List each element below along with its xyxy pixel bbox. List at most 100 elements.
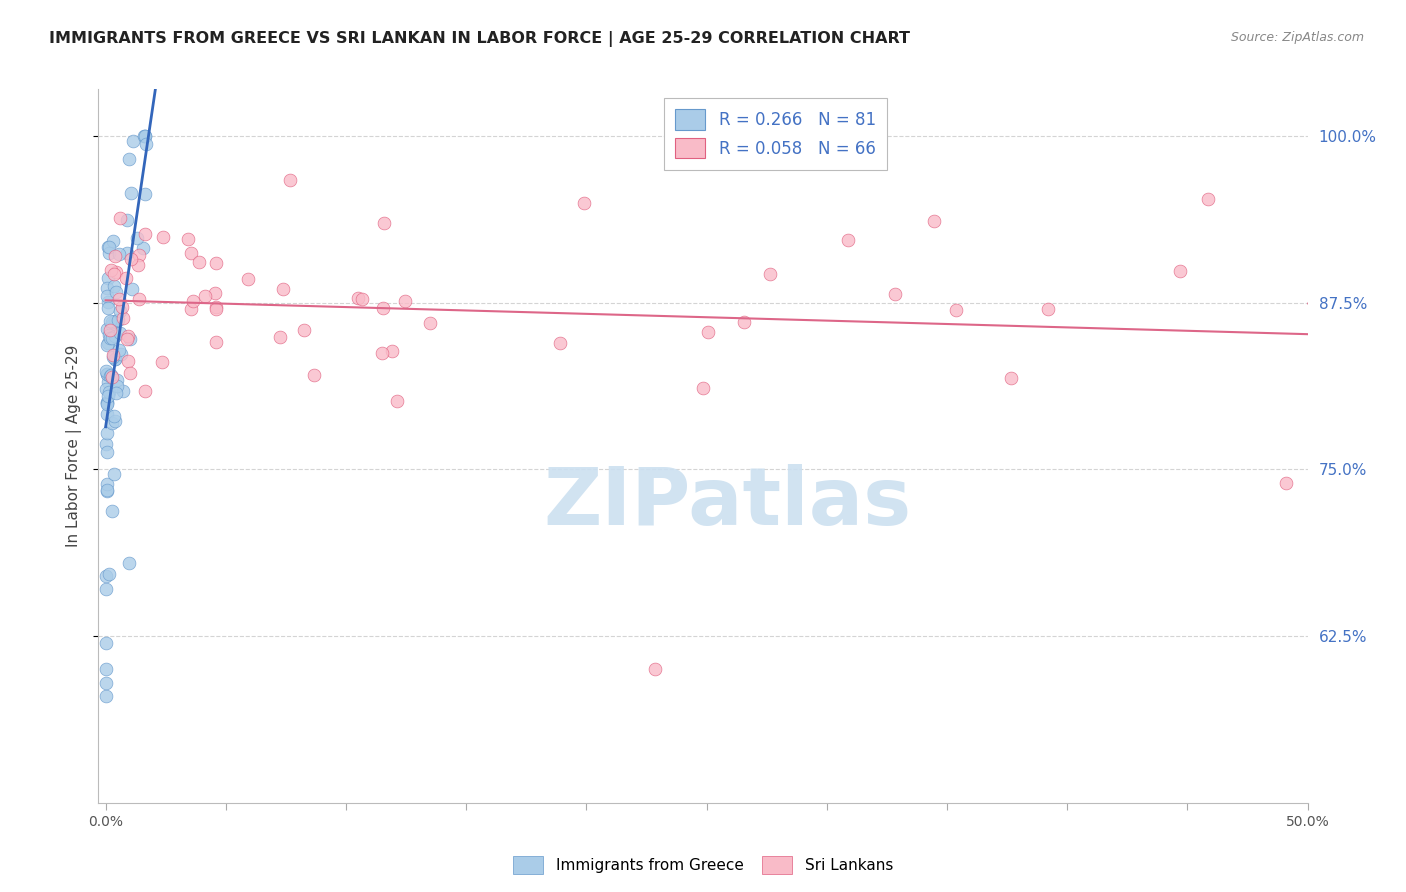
Point bbox=[101, 318, 124, 333]
Point bbox=[419, 316, 441, 330]
Point bbox=[271, 282, 294, 296]
Point bbox=[837, 233, 859, 247]
Point bbox=[104, 352, 127, 367]
Point bbox=[98, 314, 121, 328]
Point bbox=[381, 344, 404, 359]
Point bbox=[103, 267, 125, 281]
Point bbox=[132, 128, 155, 143]
Point bbox=[183, 293, 205, 308]
Point bbox=[100, 368, 122, 382]
Point bbox=[118, 332, 141, 346]
Point bbox=[112, 384, 135, 398]
Point bbox=[107, 313, 129, 327]
Point bbox=[94, 689, 117, 703]
Point bbox=[278, 173, 301, 187]
Point bbox=[120, 186, 142, 200]
Point bbox=[103, 348, 125, 362]
Point bbox=[96, 636, 118, 650]
Point bbox=[108, 343, 131, 357]
Point bbox=[108, 326, 131, 341]
Point bbox=[548, 336, 571, 351]
Point bbox=[134, 128, 156, 143]
Point bbox=[108, 247, 131, 261]
Y-axis label: In Labor Force | Age 25-29: In Labor Force | Age 25-29 bbox=[66, 345, 83, 547]
Point bbox=[758, 267, 780, 281]
Point bbox=[150, 355, 173, 369]
Point bbox=[352, 293, 374, 307]
Point bbox=[96, 437, 118, 451]
Point bbox=[97, 389, 120, 403]
Point bbox=[644, 662, 666, 676]
Point bbox=[105, 385, 128, 400]
Point bbox=[96, 382, 118, 396]
Legend: R = 0.266   N = 81, R = 0.058   N = 66: R = 0.266 N = 81, R = 0.058 N = 66 bbox=[664, 97, 887, 169]
Point bbox=[180, 246, 202, 260]
Point bbox=[104, 249, 127, 263]
Point bbox=[120, 252, 142, 266]
Point bbox=[292, 323, 315, 337]
Point bbox=[96, 396, 118, 410]
Point bbox=[134, 227, 156, 242]
Point bbox=[572, 196, 595, 211]
Point bbox=[135, 136, 157, 151]
Point bbox=[97, 246, 120, 260]
Point bbox=[103, 467, 125, 482]
Point bbox=[96, 375, 118, 389]
Point bbox=[115, 246, 138, 260]
Point bbox=[104, 328, 127, 343]
Point bbox=[96, 289, 118, 303]
Point bbox=[134, 186, 156, 201]
Point bbox=[105, 265, 128, 279]
Point bbox=[101, 331, 124, 345]
Point bbox=[97, 566, 120, 581]
Point bbox=[97, 240, 120, 254]
Point bbox=[1000, 371, 1022, 385]
Point bbox=[346, 291, 368, 305]
Point bbox=[121, 282, 143, 296]
Point bbox=[238, 272, 260, 286]
Point bbox=[104, 314, 127, 328]
Point bbox=[205, 300, 228, 314]
Text: IMMIGRANTS FROM GREECE VS SRI LANKAN IN LABOR FORCE | AGE 25-29 CORRELATION CHAR: IMMIGRANTS FROM GREECE VS SRI LANKAN IN … bbox=[49, 31, 910, 47]
Text: Source: ZipAtlas.com: Source: ZipAtlas.com bbox=[1230, 31, 1364, 45]
Point bbox=[103, 278, 125, 293]
Point bbox=[692, 381, 714, 395]
Point bbox=[97, 294, 120, 309]
Point bbox=[100, 323, 122, 337]
Point bbox=[204, 286, 226, 301]
Point bbox=[104, 352, 127, 367]
Point bbox=[205, 302, 228, 317]
Point bbox=[180, 301, 202, 316]
Point bbox=[100, 315, 122, 329]
Point bbox=[98, 331, 121, 345]
Point bbox=[96, 368, 118, 382]
Point bbox=[134, 384, 156, 399]
Point bbox=[132, 241, 155, 255]
Point bbox=[122, 134, 145, 148]
Point bbox=[114, 271, 136, 285]
Point bbox=[101, 417, 124, 431]
Point bbox=[115, 213, 138, 227]
Point bbox=[111, 300, 134, 314]
Point bbox=[104, 285, 127, 300]
Point bbox=[97, 384, 120, 399]
Point bbox=[96, 281, 118, 295]
Point bbox=[696, 325, 718, 339]
Point bbox=[96, 444, 118, 458]
Point bbox=[127, 258, 149, 272]
Point bbox=[100, 263, 122, 277]
Point bbox=[152, 230, 174, 244]
Point bbox=[733, 314, 755, 328]
Point bbox=[205, 334, 228, 349]
Point bbox=[134, 128, 156, 143]
Point bbox=[373, 215, 395, 229]
Point bbox=[1197, 192, 1219, 206]
Point bbox=[96, 426, 118, 441]
Point bbox=[96, 338, 118, 352]
Point bbox=[117, 354, 139, 368]
Point bbox=[96, 476, 118, 491]
Point bbox=[96, 484, 118, 499]
Point bbox=[922, 214, 945, 228]
Point bbox=[128, 292, 150, 306]
Point bbox=[98, 240, 121, 254]
